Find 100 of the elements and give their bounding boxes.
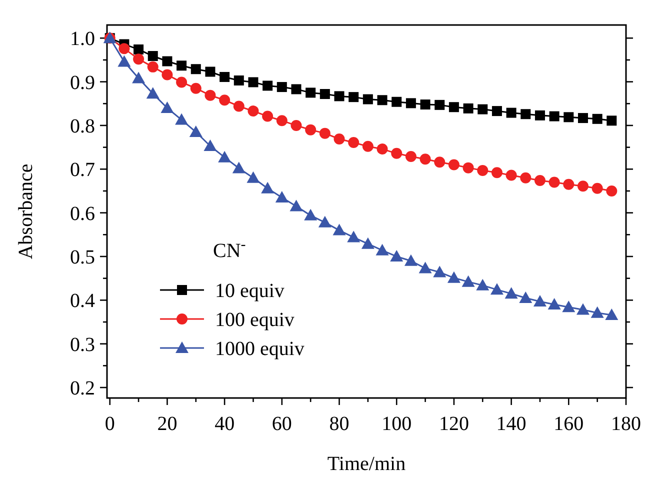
x-tick-label: 60 [272,413,292,435]
point [548,176,560,188]
point [320,89,330,100]
point [347,230,360,242]
y-tick-label: 0.7 [70,159,95,182]
point [204,90,216,101]
point [361,237,374,249]
point [305,124,316,136]
point [578,113,588,124]
point [605,308,618,320]
point [420,154,431,165]
point [406,98,416,108]
point [433,266,446,278]
point [290,200,303,212]
legend-label: 10 equiv [215,280,284,302]
point [162,56,172,66]
y-tick-label: 0.2 [70,378,95,400]
point [118,43,130,54]
point [520,109,531,120]
point [478,104,488,114]
point [219,94,230,106]
point [418,262,432,274]
point [405,150,416,162]
point [334,91,344,102]
point [519,291,532,303]
x-tick-label: 80 [329,413,350,435]
point [506,170,517,181]
point [248,77,258,88]
y-tick-label: 0.6 [70,202,95,225]
point [246,171,260,183]
point [290,120,302,131]
y-tick-label: 0.8 [70,115,95,138]
point [549,111,560,122]
point [577,180,588,192]
point [606,116,617,126]
point [563,178,574,190]
point [448,102,459,112]
x-tick-label: 20 [157,413,178,435]
point [462,275,475,287]
y-tick-label: 0.3 [70,334,95,356]
point [190,82,202,94]
point [204,139,217,151]
point [447,271,460,283]
point [491,167,502,178]
point [234,75,244,86]
point [176,76,188,88]
legend-label: 100 equiv [215,309,294,331]
point [548,298,561,310]
point [490,283,504,295]
point [506,108,516,118]
point [334,133,345,144]
point [564,112,574,122]
point [348,136,360,148]
y-tick-label: 0.9 [70,72,95,94]
point [220,72,230,82]
x-tick-label: 120 [438,413,469,435]
point [319,128,330,139]
point [376,144,388,155]
y-axis-title: Absorbance [15,164,37,260]
point [262,110,274,122]
point [132,72,146,84]
legend-title: CN$^{-}$ [213,237,246,262]
point [592,182,603,194]
point [391,148,402,159]
point [534,110,545,120]
point [276,115,288,126]
point [262,80,273,91]
point [233,100,244,112]
point [190,64,201,74]
point [476,278,490,290]
x-tick-label: 40 [214,413,235,435]
point [232,162,246,174]
point [133,54,144,65]
point [291,84,302,94]
x-axis-title: Time/min [327,453,406,475]
point [504,287,518,299]
point [477,164,488,176]
point [362,140,374,152]
point [348,92,359,102]
point [189,126,202,138]
x-tick-label: 140 [496,413,526,435]
point [562,300,576,312]
point [332,224,346,236]
x-tick-label: 0 [104,413,115,435]
point [392,96,402,107]
point [377,95,388,106]
point [462,162,474,174]
point [576,303,590,315]
y-tick-label: 0.5 [70,246,95,268]
x-tick-label: 160 [554,413,584,435]
point [404,254,418,266]
point [318,216,332,228]
point [376,244,389,256]
point [434,156,446,168]
point [533,294,546,306]
legend-label: 1000 equiv [215,338,304,360]
point [606,185,618,196]
point [275,191,288,203]
point [304,208,318,220]
x-tick-label: 180 [611,413,641,435]
